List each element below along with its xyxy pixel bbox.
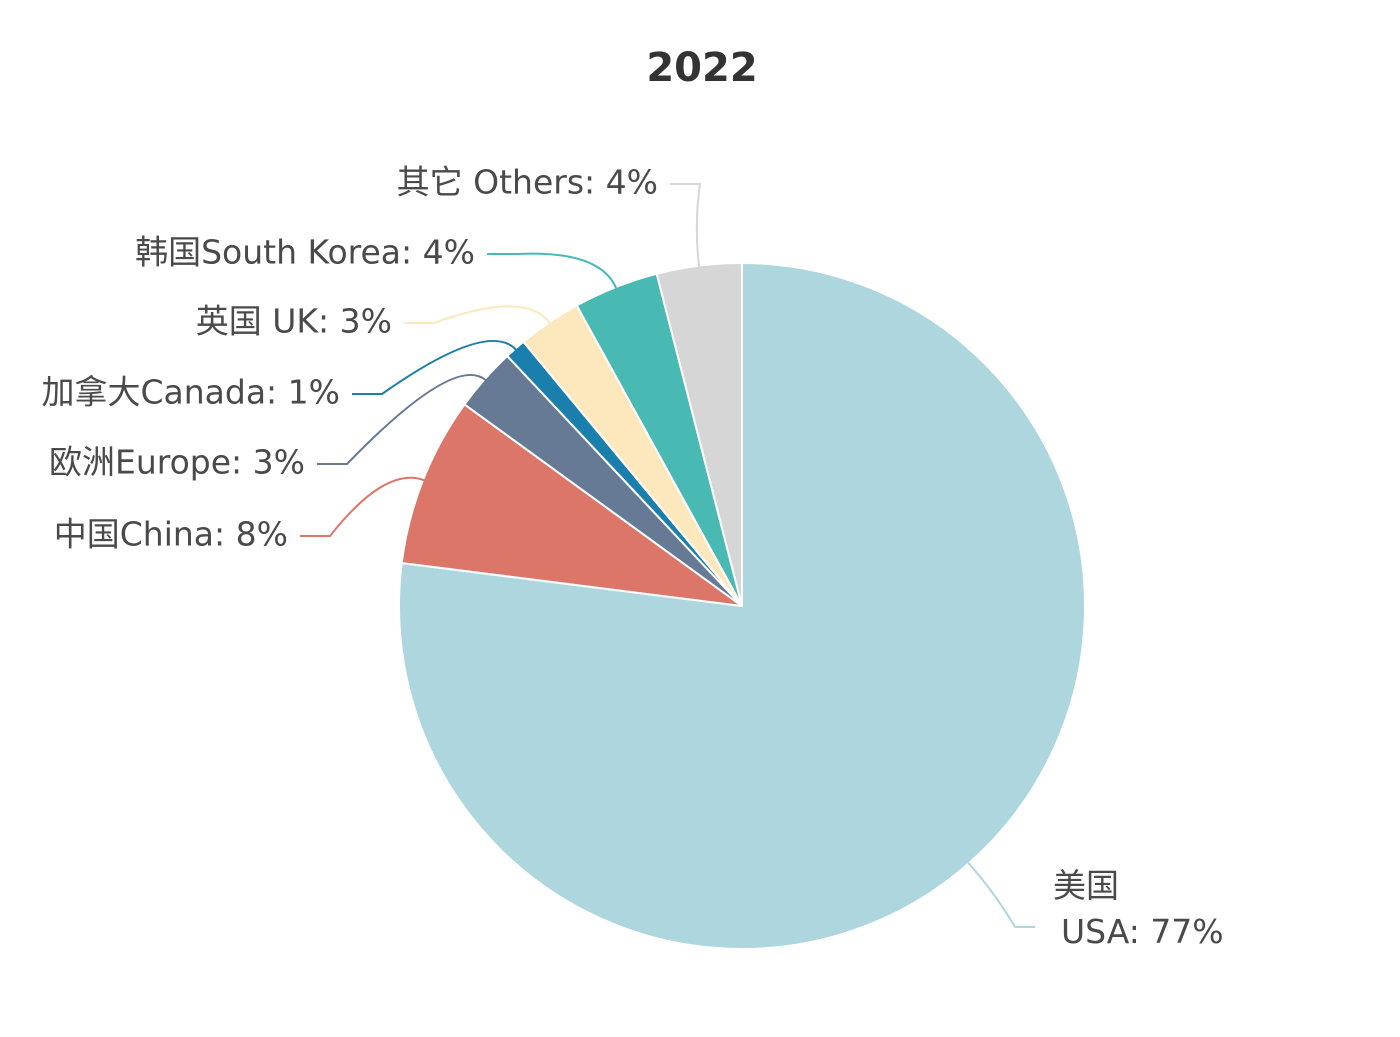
slice-label: 其它 Others: 4% [397, 163, 658, 202]
leader-line [404, 305, 552, 325]
slice-label: 中国China: 8% [54, 515, 288, 554]
leader-line [300, 476, 426, 537]
leader-line [352, 339, 518, 395]
slice-label: 加拿大Canada: 1% [41, 373, 340, 412]
slice-label: 英国 UK: 3% [196, 302, 392, 341]
chart-title: 2022 [646, 45, 757, 91]
slice-label: 欧洲Europe: 3% [49, 443, 305, 482]
leader-line [487, 252, 618, 290]
slice-label: 韩国South Korea: 4% [135, 233, 475, 272]
leader-line [966, 861, 1035, 928]
leader-line [317, 373, 487, 465]
slice-label: 美国 USA: 77% [1053, 866, 1224, 951]
leader-line [670, 183, 702, 268]
